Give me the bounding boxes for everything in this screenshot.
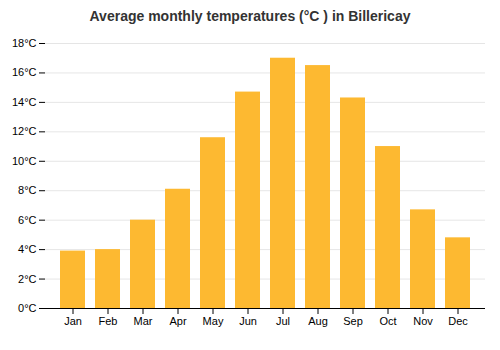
svg-text:0°C: 0°C: [18, 302, 37, 314]
svg-text:14°C: 14°C: [12, 96, 37, 108]
svg-text:6°C: 6°C: [18, 214, 37, 226]
svg-text:18°C: 18°C: [12, 37, 37, 49]
svg-text:Aug: Aug: [308, 315, 328, 327]
svg-text:Oct: Oct: [379, 315, 396, 327]
svg-text:Jan: Jan: [64, 315, 82, 327]
svg-text:12°C: 12°C: [12, 125, 37, 137]
svg-text:Jul: Jul: [276, 315, 290, 327]
svg-text:May: May: [203, 315, 224, 327]
svg-text:2°C: 2°C: [18, 273, 37, 285]
svg-text:16°C: 16°C: [12, 66, 37, 78]
svg-text:Mar: Mar: [134, 315, 153, 327]
svg-text:4°C: 4°C: [18, 243, 37, 255]
svg-text:Feb: Feb: [99, 315, 118, 327]
svg-text:Nov: Nov: [413, 315, 433, 327]
svg-text:Jun: Jun: [239, 315, 257, 327]
svg-text:8°C: 8°C: [18, 184, 37, 196]
svg-text:Dec: Dec: [448, 315, 468, 327]
svg-text:10°C: 10°C: [12, 155, 37, 167]
html-text:Average monthly temperatures (: Average monthly temperatures (°C ) in Bi…: [89, 8, 411, 24]
svg-text:Apr: Apr: [169, 315, 186, 327]
svg-text:Sep: Sep: [343, 315, 363, 327]
